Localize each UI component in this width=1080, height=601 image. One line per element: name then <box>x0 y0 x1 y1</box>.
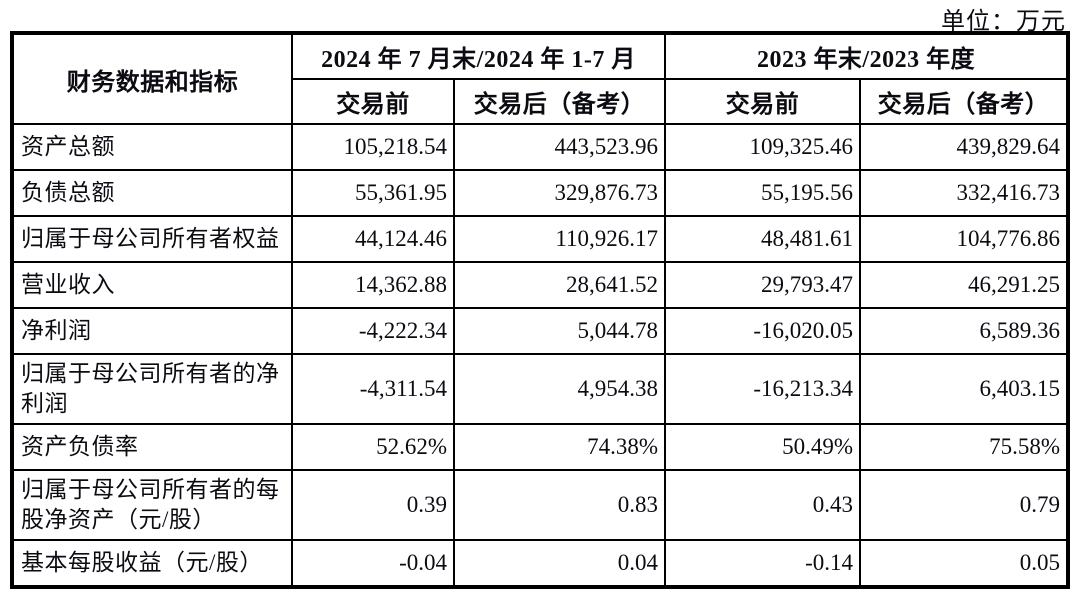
column-group-2024: 2024 年 7 月末/2024 年 1-7 月 <box>290 32 667 80</box>
cell-value: 439,829.64 <box>859 123 1070 171</box>
cell-value: -4,222.34 <box>291 307 455 355</box>
row-label: 资产总额 <box>11 123 293 171</box>
cell-value: 74.38% <box>452 423 667 471</box>
subheader-2023-pre: 交易前 <box>664 78 862 125</box>
cell-value: -0.04 <box>291 539 455 588</box>
subheader-2023-post: 交易后（备考） <box>859 78 1070 125</box>
row-label: 归属于母公司所有者权益 <box>11 215 293 263</box>
table-row: 营业收入 14,362.88 28,641.52 29,793.47 46,291.25 <box>11 261 1070 309</box>
cell-value: 329,876.73 <box>452 169 667 217</box>
row-label: 归属于母公司所有者的每股净资产（元/股） <box>11 469 293 541</box>
cell-value: 28,641.52 <box>452 261 667 309</box>
cell-value: -16,020.05 <box>664 307 862 355</box>
cell-value: 6,403.15 <box>859 353 1070 425</box>
table-row: 归属于母公司所有者的每股净资产（元/股） 0.39 0.83 0.43 0.79 <box>11 469 1070 541</box>
table-row: 基本每股收益（元/股） -0.04 0.04 -0.14 0.05 <box>11 539 1070 588</box>
cell-value: 14,362.88 <box>291 261 455 309</box>
row-label: 营业收入 <box>11 261 293 309</box>
table-header: 财务数据和指标 2024 年 7 月末/2024 年 1-7 月 2023 年末… <box>11 32 1070 125</box>
subheader-2024-pre: 交易前 <box>291 78 455 125</box>
table-row: 负债总额 55,361.95 329,876.73 55,195.56 332,416.… <box>11 169 1070 217</box>
row-label: 归属于母公司所有者的净利润 <box>11 353 293 425</box>
cell-value: 55,361.95 <box>291 169 455 217</box>
cell-value: 105,218.54 <box>291 123 455 171</box>
corner-header: 财务数据和指标 <box>11 32 293 125</box>
cell-value: 46,291.25 <box>859 261 1070 309</box>
cell-value: 0.39 <box>291 469 455 541</box>
row-label: 资产负债率 <box>11 423 293 471</box>
table-row: 资产总额 105,218.54 443,523.96 109,325.46 439,82… <box>11 123 1070 171</box>
table-row: 净利润 -4,222.34 5,044.78 -16,020.05 6,589.36 <box>11 307 1070 355</box>
cell-value: 75.58% <box>859 423 1070 471</box>
cell-value: 0.05 <box>859 539 1070 588</box>
cell-value: 110,926.17 <box>452 215 667 263</box>
table-row: 归属于母公司所有者的净利润 -4,311.54 4,954.38 -16,213.34… <box>11 353 1070 425</box>
subheader-2024-post: 交易后（备考） <box>452 78 667 125</box>
cell-value: -0.14 <box>664 539 862 588</box>
row-label: 净利润 <box>11 307 293 355</box>
cell-value: 55,195.56 <box>664 169 862 217</box>
cell-value: 0.04 <box>452 539 667 588</box>
table-body: 资产总额 105,218.54 443,523.96 109,325.46 439,82… <box>11 123 1070 588</box>
row-label: 负债总额 <box>11 169 293 217</box>
cell-value: 50.49% <box>664 423 862 471</box>
cell-value: -4,311.54 <box>291 353 455 425</box>
cell-value: 48,481.61 <box>664 215 862 263</box>
cell-value: 332,416.73 <box>859 169 1070 217</box>
cell-value: 5,044.78 <box>452 307 667 355</box>
table-row: 资产负债率 52.62% 74.38% 50.49% 75.58% <box>11 423 1070 471</box>
cell-value: 443,523.96 <box>452 123 667 171</box>
cell-value: -16,213.34 <box>664 353 862 425</box>
cell-value: 104,776.86 <box>859 215 1070 263</box>
financial-indicators-table: 财务数据和指标 2024 年 7 月末/2024 年 1-7 月 2023 年末… <box>10 31 1071 589</box>
row-label: 基本每股收益（元/股） <box>11 539 293 588</box>
cell-value: 0.79 <box>859 469 1070 541</box>
cell-value: 0.83 <box>452 469 667 541</box>
cell-value: 52.62% <box>291 423 455 471</box>
table-row: 归属于母公司所有者权益 44,124.46 110,926.17 48,481.61 1… <box>11 215 1070 263</box>
column-group-2023: 2023 年末/2023 年度 <box>664 32 1070 80</box>
cell-value: 6,589.36 <box>859 307 1070 355</box>
cell-value: 44,124.46 <box>291 215 455 263</box>
unit-label: 单位：万元 <box>941 9 1066 35</box>
cell-value: 109,325.46 <box>664 123 862 171</box>
cell-value: 29,793.47 <box>664 261 862 309</box>
cell-value: 4,954.38 <box>452 353 667 425</box>
cell-value: 0.43 <box>664 469 862 541</box>
